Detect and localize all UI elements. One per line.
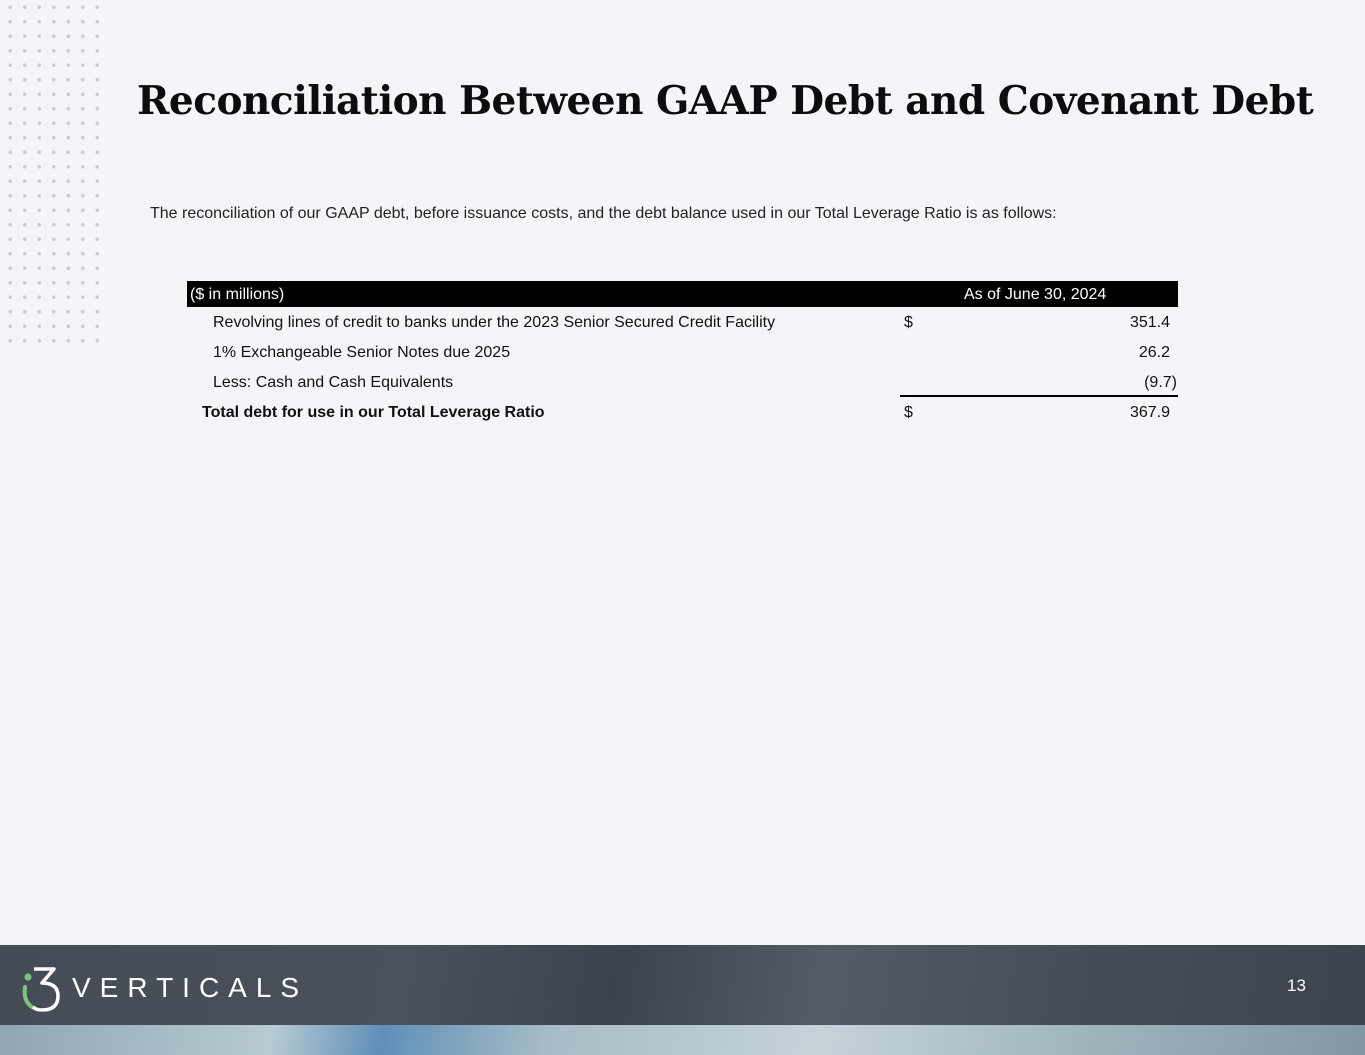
- table-row: 1% Exchangeable Senior Notes due 2025 26…: [187, 337, 1178, 367]
- total-label: Total debt for use in our Total Leverage…: [202, 404, 545, 421]
- row-value: 26.2: [1138, 344, 1170, 361]
- row-value: (9.7): [1144, 374, 1177, 391]
- page-title: Reconciliation Between GAAP Debt and Cov…: [137, 78, 1314, 124]
- total-value: 367.9: [1129, 404, 1170, 421]
- header-units: ($ in millions): [190, 286, 285, 303]
- row-label: Revolving lines of credit to banks under…: [213, 314, 776, 331]
- table-row: Less: Cash and Cash Equivalents (9.7): [187, 367, 1178, 397]
- footer-bar: VERTICALS 13: [0, 945, 1365, 1025]
- i3-logo-icon: [22, 967, 60, 1012]
- header-date: As of June 30, 2024: [964, 286, 1107, 303]
- subtotal-rule: [900, 395, 1178, 397]
- table-header: ($ in millions) As of June 30, 2024: [187, 281, 1178, 307]
- logo-wordmark: VERTICALS: [72, 972, 309, 1003]
- intro-text: The reconciliation of our GAAP debt, bef…: [150, 205, 1057, 222]
- table-row: Revolving lines of credit to banks under…: [187, 307, 1178, 337]
- total-currency: $: [904, 404, 913, 421]
- footer-image-band: [0, 1025, 1365, 1055]
- row-label: Less: Cash and Cash Equivalents: [213, 374, 454, 391]
- dot-grid-decoration: [3, 0, 107, 348]
- row-value: 351.4: [1129, 314, 1170, 331]
- reconciliation-table: ($ in millions) As of June 30, 2024 Revo…: [187, 281, 1178, 427]
- table-total-row: Total debt for use in our Total Leverage…: [187, 397, 1178, 427]
- page-number: 13: [1287, 976, 1306, 995]
- row-label: 1% Exchangeable Senior Notes due 2025: [213, 344, 511, 361]
- row-currency: $: [904, 314, 913, 331]
- company-logo: VERTICALS: [20, 963, 308, 1013]
